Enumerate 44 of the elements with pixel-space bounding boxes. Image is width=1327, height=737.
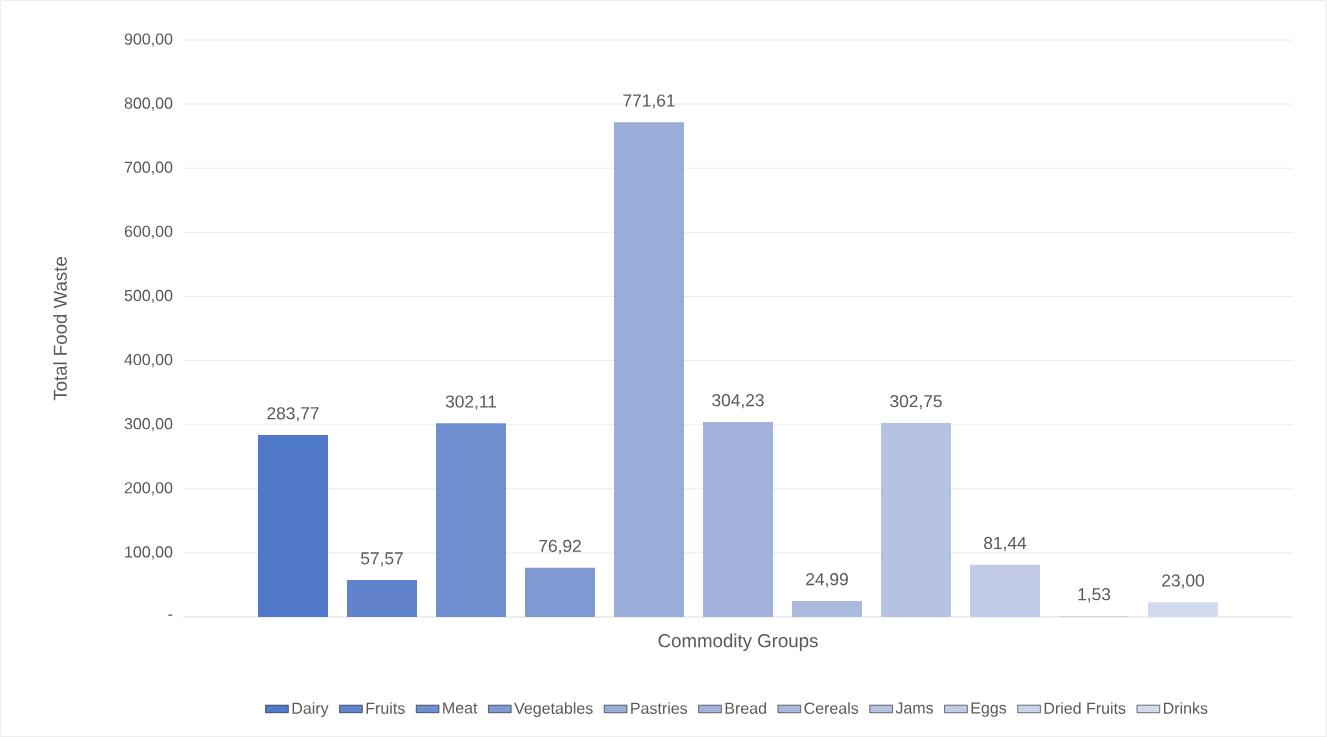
legend-label: Jams xyxy=(895,702,934,714)
data-label: 23,00 xyxy=(1162,574,1205,589)
legend-label: Drinks xyxy=(1163,702,1208,714)
legend-label: Eggs xyxy=(971,702,1007,717)
y-tick-label: 700,00 xyxy=(124,161,173,175)
data-label: 302,11 xyxy=(445,395,497,410)
legend-label: Dairy xyxy=(292,702,329,718)
y-tick-label: 800,00 xyxy=(124,97,173,111)
data-label: 771,61 xyxy=(623,94,675,109)
data-label: 76,92 xyxy=(539,539,581,555)
legend-label: Vegetables xyxy=(514,702,593,718)
data-label: 302,75 xyxy=(890,394,942,410)
legend-label: Fruits xyxy=(366,702,405,714)
y-tick-label: 500,00 xyxy=(124,289,173,304)
y-tick-label: 900,00 xyxy=(124,33,173,47)
y-tick-label: 400,00 xyxy=(124,353,173,368)
data-label: 24,99 xyxy=(806,573,848,588)
y-tick-label: 200,00 xyxy=(124,482,173,496)
bar xyxy=(347,580,418,617)
data-label: 81,44 xyxy=(984,536,1027,552)
legend-label: Meat xyxy=(443,702,478,714)
data-label: 57,57 xyxy=(361,552,403,567)
bar xyxy=(258,435,329,617)
y-tick-label: 600,00 xyxy=(124,225,173,239)
legend-label: Cereals xyxy=(804,702,859,714)
y-axis-title: Total Food Waste xyxy=(53,257,67,401)
legend-label: Bread xyxy=(725,702,766,714)
data-label: 304,23 xyxy=(712,394,764,409)
y-tick-label: - xyxy=(168,614,173,616)
x-axis-title: Commodity Groups xyxy=(658,633,818,652)
bar xyxy=(1148,602,1219,617)
legend-label: Pastries xyxy=(631,702,688,714)
bar xyxy=(525,567,596,617)
bar xyxy=(703,421,774,617)
bar xyxy=(881,422,952,617)
bar xyxy=(436,423,507,617)
bar xyxy=(614,122,685,617)
legend-label: Dried Fruits xyxy=(1044,702,1126,714)
data-label: 1,53 xyxy=(1078,588,1111,603)
y-tick-label: 300,00 xyxy=(124,418,173,432)
bar xyxy=(970,564,1041,617)
data-label: 283,77 xyxy=(267,407,319,422)
bar xyxy=(792,600,863,617)
y-tick-label: 100,00 xyxy=(125,546,173,560)
